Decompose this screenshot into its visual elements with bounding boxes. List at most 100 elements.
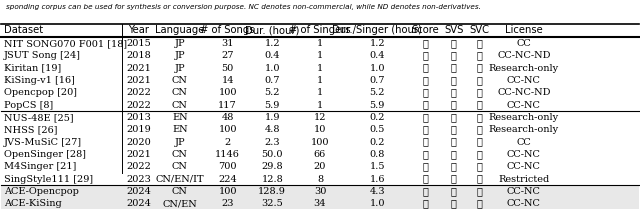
Text: 1.2: 1.2 xyxy=(369,39,385,48)
Text: CN: CN xyxy=(172,76,188,85)
Text: 34: 34 xyxy=(314,199,326,208)
Text: ✓: ✓ xyxy=(476,113,483,122)
Text: ✓: ✓ xyxy=(451,76,457,85)
Text: 2023: 2023 xyxy=(126,175,151,184)
Text: 2019: 2019 xyxy=(126,125,151,134)
Text: 0.7: 0.7 xyxy=(370,76,385,85)
Text: 0.2: 0.2 xyxy=(370,138,385,147)
Text: 1: 1 xyxy=(317,39,323,48)
Text: ✓: ✓ xyxy=(422,88,428,97)
Text: 50: 50 xyxy=(221,64,234,73)
Text: ✓: ✓ xyxy=(422,76,428,85)
Text: ACE-KiSing: ACE-KiSing xyxy=(4,199,61,208)
Text: 2018: 2018 xyxy=(126,51,151,60)
Text: 1.0: 1.0 xyxy=(370,64,385,73)
Text: PopCS [8]: PopCS [8] xyxy=(4,101,53,110)
Text: ✓: ✓ xyxy=(476,175,483,184)
Text: CC-NC-ND: CC-NC-ND xyxy=(497,88,550,97)
Text: Score: Score xyxy=(412,25,439,36)
Text: KiSing-v1 [16]: KiSing-v1 [16] xyxy=(4,76,75,85)
Text: EN: EN xyxy=(172,125,188,134)
Text: ✓: ✓ xyxy=(422,39,428,48)
Text: ✓: ✓ xyxy=(476,125,483,134)
Text: ✗: ✗ xyxy=(451,175,457,184)
Text: 30: 30 xyxy=(314,187,326,196)
Text: 2: 2 xyxy=(225,138,231,147)
Text: 50.0: 50.0 xyxy=(262,150,283,159)
Bar xyxy=(1,24,639,37)
Text: Dataset: Dataset xyxy=(4,25,43,36)
Text: sponding corpus can be used for synthesis or conversion purpose. NC denotes non-: sponding corpus can be used for synthesi… xyxy=(6,4,481,10)
Text: 1: 1 xyxy=(317,51,323,60)
Text: ✓: ✓ xyxy=(451,51,457,60)
Text: ✗: ✗ xyxy=(422,138,428,147)
Text: ✗: ✗ xyxy=(451,113,457,122)
Text: 128.9: 128.9 xyxy=(259,187,286,196)
Text: 1.5: 1.5 xyxy=(370,162,385,171)
Text: 4.8: 4.8 xyxy=(264,125,280,134)
Text: Opencpop [20]: Opencpop [20] xyxy=(4,88,77,97)
Text: ✓: ✓ xyxy=(476,138,483,147)
Text: ✗: ✗ xyxy=(451,138,457,147)
Text: 224: 224 xyxy=(218,175,237,184)
Text: ✓: ✓ xyxy=(451,162,457,171)
Text: ✓: ✓ xyxy=(422,199,428,208)
Text: 2.3: 2.3 xyxy=(264,138,280,147)
Text: 5.2: 5.2 xyxy=(264,88,280,97)
Text: JP: JP xyxy=(175,138,185,147)
Text: SingStyle111 [29]: SingStyle111 [29] xyxy=(4,175,93,184)
Text: 2024: 2024 xyxy=(126,199,151,208)
Text: 48: 48 xyxy=(221,113,234,122)
Text: CC: CC xyxy=(516,39,531,48)
Text: 0.4: 0.4 xyxy=(370,51,385,60)
Text: 1: 1 xyxy=(317,101,323,110)
Text: 2022: 2022 xyxy=(126,101,151,110)
Text: 100: 100 xyxy=(218,88,237,97)
Text: ✗: ✗ xyxy=(422,125,428,134)
Text: ✓: ✓ xyxy=(451,39,457,48)
Text: CC-NC: CC-NC xyxy=(507,76,541,85)
Text: ✗: ✗ xyxy=(476,88,483,97)
Text: Research-only: Research-only xyxy=(489,125,559,134)
Text: CC: CC xyxy=(516,138,531,147)
Text: JP: JP xyxy=(175,39,185,48)
Text: 0.7: 0.7 xyxy=(264,76,280,85)
Text: OpenSinger [28]: OpenSinger [28] xyxy=(4,150,86,159)
Text: 1.2: 1.2 xyxy=(264,39,280,48)
Text: 2021: 2021 xyxy=(126,76,151,85)
Text: 5.9: 5.9 xyxy=(370,101,385,110)
Text: Research-only: Research-only xyxy=(489,64,559,73)
Text: Restricted: Restricted xyxy=(499,175,550,184)
Text: ✓: ✓ xyxy=(476,162,483,171)
Text: CC-NC: CC-NC xyxy=(507,162,541,171)
Text: CN: CN xyxy=(172,162,188,171)
Text: # of Singers: # of Singers xyxy=(289,25,351,36)
Text: 12.8: 12.8 xyxy=(261,175,283,184)
Text: ✗: ✗ xyxy=(451,125,457,134)
Text: 20: 20 xyxy=(314,162,326,171)
Text: 0.5: 0.5 xyxy=(370,125,385,134)
Text: 10: 10 xyxy=(314,125,326,134)
Text: NHSS [26]: NHSS [26] xyxy=(4,125,58,134)
Text: CC-NC: CC-NC xyxy=(507,150,541,159)
Text: ✗: ✗ xyxy=(451,101,457,110)
Text: 27: 27 xyxy=(221,51,234,60)
Text: ✓: ✓ xyxy=(422,162,428,171)
Text: 2021: 2021 xyxy=(126,150,151,159)
Text: 1.9: 1.9 xyxy=(264,113,280,122)
Text: ✓: ✓ xyxy=(422,175,428,184)
Bar xyxy=(1,198,639,209)
Text: NUS-48E [25]: NUS-48E [25] xyxy=(4,113,74,122)
Text: Year: Year xyxy=(128,25,149,36)
Text: # of Songs: # of Songs xyxy=(200,25,255,36)
Text: JVS-MuSiC [27]: JVS-MuSiC [27] xyxy=(4,138,82,147)
Bar xyxy=(1,185,639,198)
Text: M4Singer [21]: M4Singer [21] xyxy=(4,162,76,171)
Text: 1146: 1146 xyxy=(215,150,240,159)
Text: CN: CN xyxy=(172,88,188,97)
Text: 31: 31 xyxy=(221,39,234,48)
Text: SVC: SVC xyxy=(469,25,490,36)
Text: CN/EN: CN/EN xyxy=(163,199,197,208)
Text: ✓: ✓ xyxy=(422,51,428,60)
Text: JSUT Song [24]: JSUT Song [24] xyxy=(4,51,81,60)
